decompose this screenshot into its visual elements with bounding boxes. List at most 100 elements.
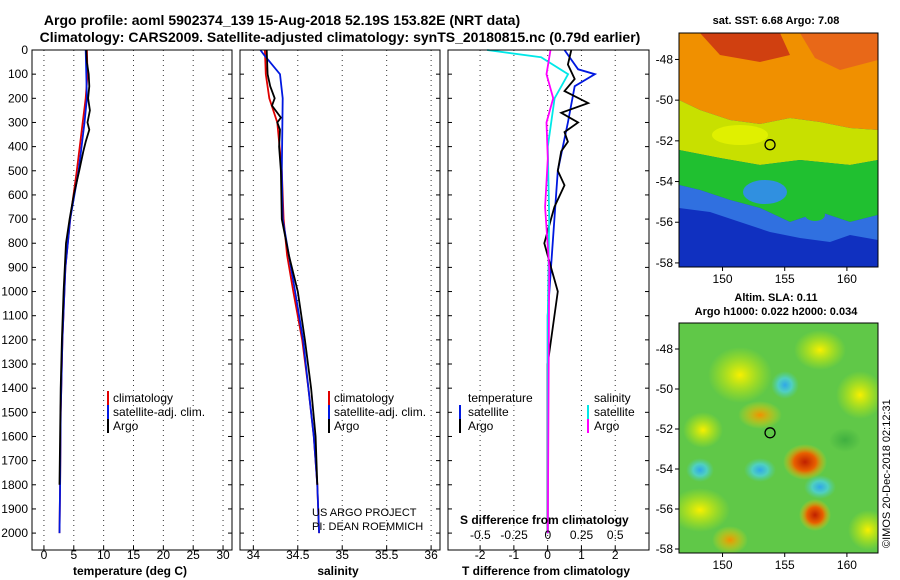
temperature-x-tick-label: 20: [157, 548, 171, 562]
salinity-x-tick-label: 34: [247, 548, 261, 562]
sst-map-title: sat. SST: 6.68 Argo: 7.08: [713, 15, 840, 27]
legend-argo: Argo: [334, 419, 360, 433]
legend-s-satellite: satellite: [594, 405, 635, 419]
sla-high-eddy: [783, 444, 827, 480]
lat-tick-label: -52: [656, 134, 674, 148]
lon-tick-label: 150: [713, 272, 733, 286]
temperature-x-tick-label: 25: [187, 548, 201, 562]
sst-map-ticks: -48 -50 -52 -54 -56 -58 150 155 160: [656, 52, 858, 286]
sst-map-frame: [678, 32, 879, 268]
temperature-x-tick-label: 10: [97, 548, 111, 562]
satellite-line: [259, 49, 320, 534]
s-difference-tick-label: 0.5: [607, 528, 624, 542]
depth-tick-label: 1900: [1, 502, 28, 516]
sst-map: sat. SST: 6.68 Argo: 7.08 -48 -50 -52 -54 -5…: [656, 15, 879, 286]
lat-tick-label: -48: [656, 342, 674, 356]
sst-blue-band: [679, 185, 878, 242]
header-line-2: Climatology: CARS2009. Satellite-adjuste…: [40, 29, 641, 45]
legend-argo: Argo: [113, 419, 139, 433]
difference-x-ticks: -2 -1 0 1 2: [475, 546, 619, 562]
lat-tick-label: -50: [656, 382, 674, 396]
sla-map-title-1: Altim. SLA: 0.11: [734, 292, 817, 304]
t-argo-diff-line: [543, 49, 591, 534]
lat-tick-label: -56: [656, 215, 674, 229]
temperature-legend: climatology satellite-adj. clim. Argo: [107, 391, 205, 433]
lat-tick-label: -56: [656, 502, 674, 516]
temperature-x-tick-label: 30: [216, 548, 230, 562]
sla-orange-eddy: [738, 401, 782, 429]
depth-tick-label: 700: [8, 212, 28, 226]
depth-grid: [32, 49, 649, 534]
s-satellite-diff-line: [486, 49, 570, 534]
lon-tick-label: 160: [837, 558, 857, 572]
difference-legend: temperature satellite Argo salinity sate…: [459, 391, 635, 433]
legend-satellite: satellite-adj. clim.: [334, 405, 426, 419]
depth-tick-label: 200: [8, 91, 28, 105]
depth-tick-label: 1500: [1, 405, 28, 419]
sst-hot-patch: [700, 33, 790, 62]
salinity-legend: climatology satellite-adj. clim. Argo: [328, 391, 426, 433]
lon-tick-label: 160: [837, 272, 857, 286]
salinity-panel: 34 34.5 35 35.5 36 salinity climatology sate…: [239, 49, 441, 578]
salinity-x-tick-label: 34.5: [286, 548, 310, 562]
sst-hot-patch-east: [800, 33, 878, 70]
lat-tick-label: -58: [656, 256, 674, 270]
s-difference-label: S difference from climatology: [460, 513, 629, 527]
sla-green-patch: [829, 428, 861, 452]
lat-tick-label: -58: [656, 542, 674, 556]
depth-tick-label: 1100: [2, 309, 28, 323]
difference-series: [479, 49, 616, 550]
sst-yellow-band: [679, 100, 878, 165]
depth-tick-label: 1800: [1, 478, 28, 492]
sla-map: Altim. SLA: 0.11 Argo h1000: 0.022 h2000…: [656, 292, 879, 572]
depth-tick-label: 300: [8, 115, 28, 129]
lat-tick-label: -50: [656, 93, 674, 107]
credit-project: US ARGO PROJECT: [312, 507, 417, 519]
salinity-x-tick-label: 35: [336, 548, 350, 562]
s-difference-tick-label: -0.25: [500, 528, 528, 542]
lat-tick-label: -52: [656, 422, 674, 436]
sla-yellow-eddy: [836, 371, 878, 419]
lon-tick-label: 155: [775, 558, 795, 572]
temperature-xlabel: temperature (deg C): [73, 564, 187, 578]
difference-x-tick-label: -1: [509, 548, 520, 562]
sla-yellow-eddy: [848, 510, 878, 550]
sst-field: [679, 33, 878, 267]
salinity-x-tick-label: 36: [424, 548, 438, 562]
legend-t-argo: Argo: [468, 419, 494, 433]
sst-green-eddy: [805, 209, 825, 221]
lon-tick-label: 155: [775, 272, 795, 286]
sla-yellow-eddy: [708, 347, 772, 403]
difference-panel: -2 -1 0 1 2 -0.5 -0.25 0 0.25 0.5 S difference f…: [447, 49, 650, 578]
difference-x-tick-label: 2: [612, 548, 619, 562]
salinity-x-tick-label: 35.5: [375, 548, 399, 562]
t-satellite-diff-line: [546, 49, 598, 534]
s-difference-tick-label: 0: [544, 528, 551, 542]
depth-tick-label: 1400: [1, 381, 28, 395]
salinity-series: [252, 49, 432, 550]
temperature-x-tick-label: 0: [41, 548, 48, 562]
depth-tick-label: 900: [8, 260, 28, 274]
sla-float-marker: [764, 427, 776, 439]
sla-yellow-eddy: [794, 330, 846, 370]
legend-s-argo: Argo: [594, 419, 620, 433]
salinity-x-ticks: 34 34.5 35 35.5 36: [247, 546, 438, 562]
depth-tick-label: 1200: [1, 333, 28, 347]
temperature-x-tick-label: 5: [70, 548, 77, 562]
depth-tick-label: 0: [21, 43, 28, 57]
difference-xlabel: T difference from climatology: [462, 564, 630, 578]
sst-blue-eddy: [743, 180, 787, 204]
credit-pi: PI: DEAN ROEMMICH: [312, 521, 423, 533]
temperature-series: [43, 49, 224, 550]
sla-orange-eddy: [712, 526, 748, 553]
sst-yellow-patch: [712, 125, 768, 145]
lat-tick-label: -48: [656, 52, 674, 66]
difference-x-tick-label: -2: [475, 548, 486, 562]
header-line-1: Argo profile: aoml 5902374_139 15-Aug-20…: [44, 12, 520, 28]
temperature-panel: 0100200300400500600700800900100011001200…: [1, 43, 649, 578]
argo-line: [265, 49, 319, 485]
temperature-axes-frame: [31, 49, 233, 551]
legend-satellite: satellite-adj. clim.: [113, 405, 205, 419]
legend-salinity-title: salinity: [594, 391, 631, 405]
